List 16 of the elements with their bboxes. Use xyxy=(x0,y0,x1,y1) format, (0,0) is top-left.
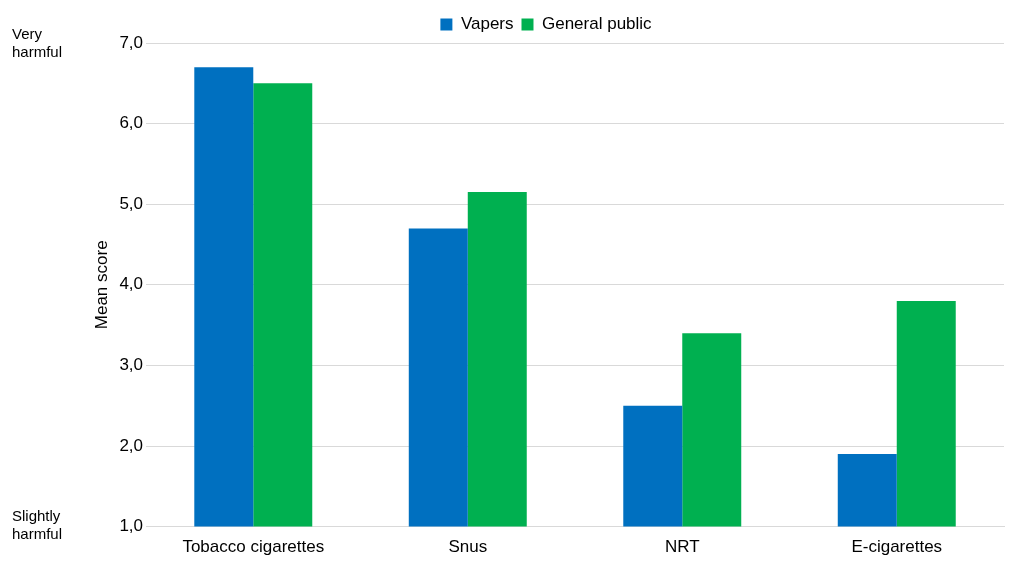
y-tick-label: 4,0 xyxy=(119,274,144,294)
x-tick-label: NRT xyxy=(664,537,700,557)
x-tick-label: Snus xyxy=(448,537,488,557)
y-tick-label: 1,0 xyxy=(119,516,144,536)
text: Slightly harmful xyxy=(12,506,63,542)
y-tick-label: 6,0 xyxy=(119,113,144,133)
y-tick-label: 5,0 xyxy=(119,193,144,213)
y-tick-label: 2,0 xyxy=(119,435,144,455)
x-tick-label: Tobacco cigarettes xyxy=(182,537,325,557)
legend-label: Vapers xyxy=(460,14,514,34)
legend-label: General public xyxy=(541,14,653,34)
text: Very harmful xyxy=(12,25,63,61)
x-tick-label: E-cigarettes xyxy=(851,537,943,557)
y-tick-label: 3,0 xyxy=(119,355,144,375)
y-tick-label: 7,0 xyxy=(119,32,144,52)
y-axis-title: Mean score xyxy=(91,240,111,330)
